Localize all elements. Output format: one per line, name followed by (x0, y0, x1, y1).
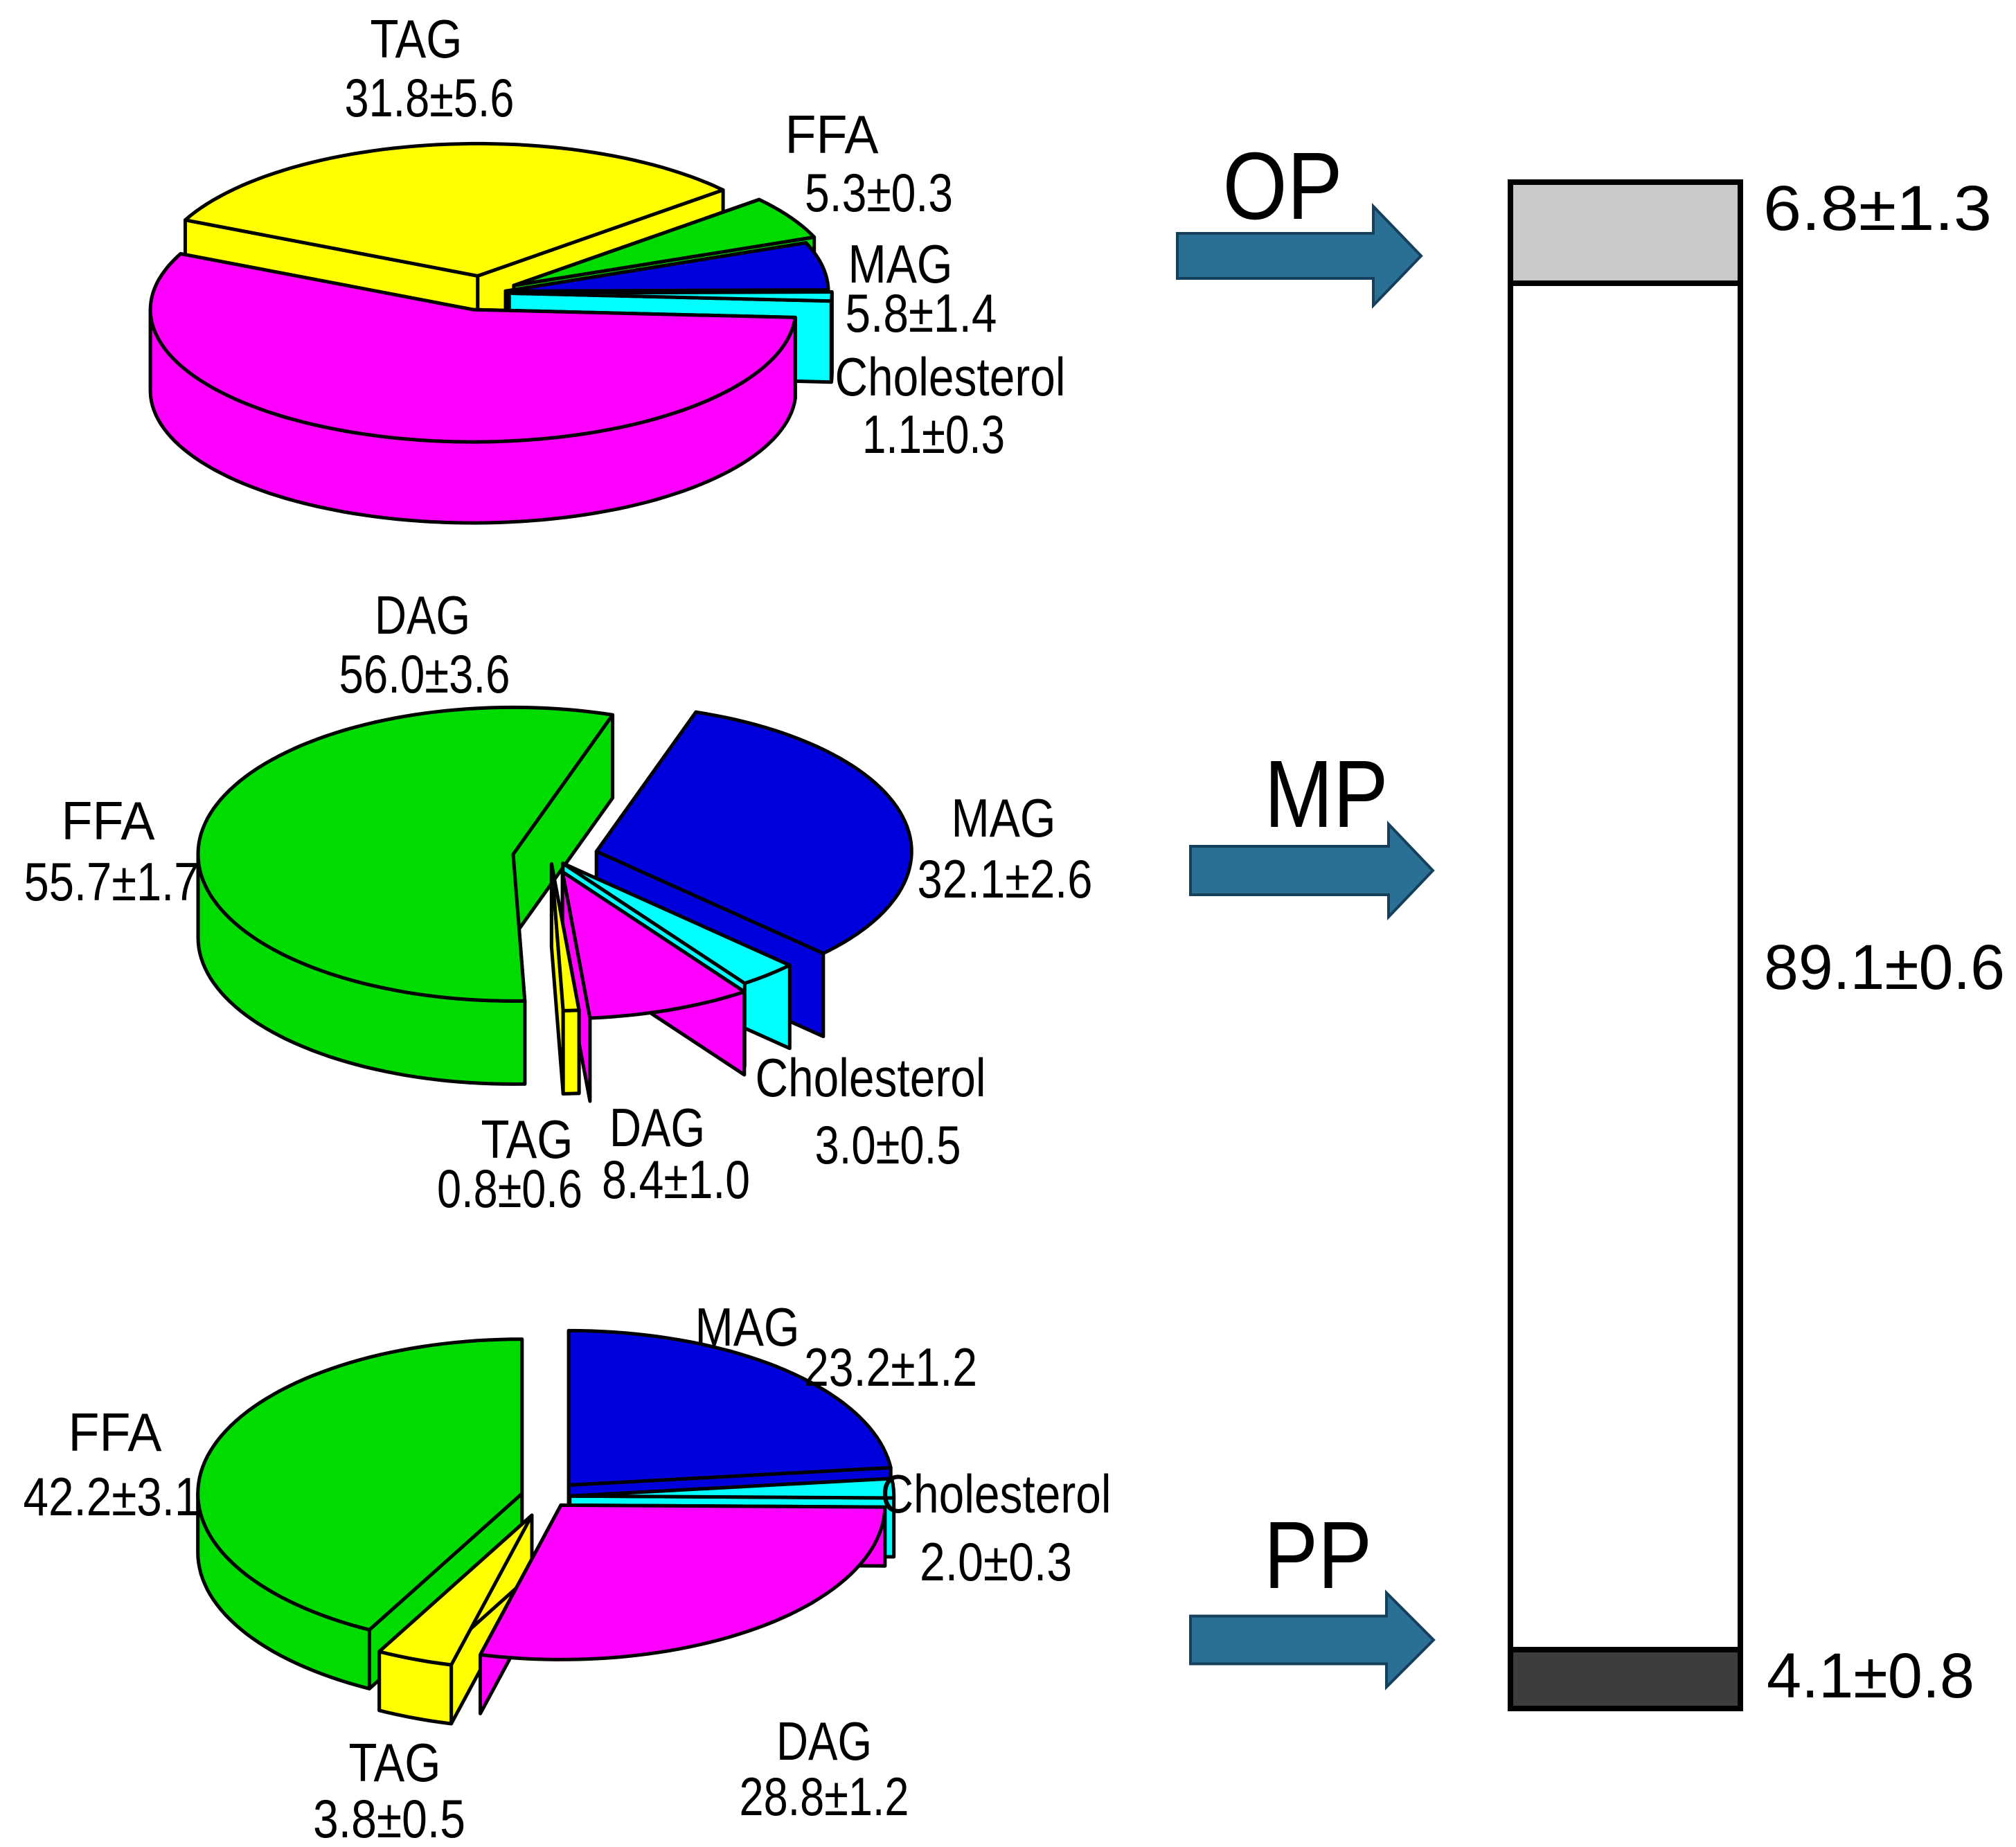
svg-text:OP: OP (1223, 133, 1343, 240)
svg-text:DAG: DAG (609, 1097, 705, 1158)
svg-text:89.1±0.6: 89.1±0.6 (1764, 932, 2005, 1003)
svg-text:DAG: DAG (375, 585, 470, 645)
svg-text:42.2±3.1: 42.2±3.1 (24, 1466, 200, 1527)
svg-text:3.8±0.5: 3.8±0.5 (313, 1788, 465, 1847)
svg-text:TAG: TAG (481, 1109, 573, 1170)
svg-text:4.1±0.8: 4.1±0.8 (1767, 1641, 1974, 1711)
svg-text:FFA: FFA (62, 790, 155, 851)
svg-text:8.4±1.0: 8.4±1.0 (602, 1149, 750, 1210)
svg-text:28.8±1.2: 28.8±1.2 (740, 1766, 909, 1827)
svg-text:6.8±1.3: 6.8±1.3 (1763, 173, 1992, 244)
svg-text:Cholesterol: Cholesterol (881, 1463, 1112, 1524)
svg-text:1.1±0.3: 1.1±0.3 (862, 404, 1005, 465)
svg-text:MAG: MAG (952, 787, 1056, 848)
svg-text:MAG: MAG (695, 1296, 800, 1357)
svg-text:DAG: DAG (776, 1711, 872, 1772)
svg-text:FFA: FFA (69, 1402, 162, 1463)
svg-text:Cholesterol: Cholesterol (756, 1047, 986, 1108)
svg-text:TAG: TAG (349, 1732, 441, 1793)
svg-text:TAG: TAG (371, 8, 463, 69)
svg-text:MAG: MAG (848, 233, 953, 294)
svg-text:MP: MP (1265, 741, 1389, 848)
svg-text:5.8±1.4: 5.8±1.4 (846, 283, 997, 343)
svg-text:32.1±2.6: 32.1±2.6 (918, 848, 1093, 909)
svg-text:PP: PP (1264, 1502, 1372, 1609)
svg-text:55.7±1.7: 55.7±1.7 (24, 851, 199, 912)
svg-text:2.0±0.3: 2.0±0.3 (920, 1531, 1072, 1592)
svg-text:23.2±1.2: 23.2±1.2 (804, 1337, 977, 1398)
svg-text:56.0±3.6: 56.0±3.6 (339, 643, 510, 704)
svg-text:FFA: FFA (785, 104, 879, 165)
svg-text:Cholesterol: Cholesterol (835, 346, 1066, 407)
svg-text:31.8±5.6: 31.8±5.6 (345, 67, 515, 128)
svg-text:5.3±0.3: 5.3±0.3 (805, 162, 953, 223)
svg-text:0.8±0.6: 0.8±0.6 (437, 1158, 582, 1219)
svg-text:3.0±0.5: 3.0±0.5 (815, 1114, 961, 1175)
